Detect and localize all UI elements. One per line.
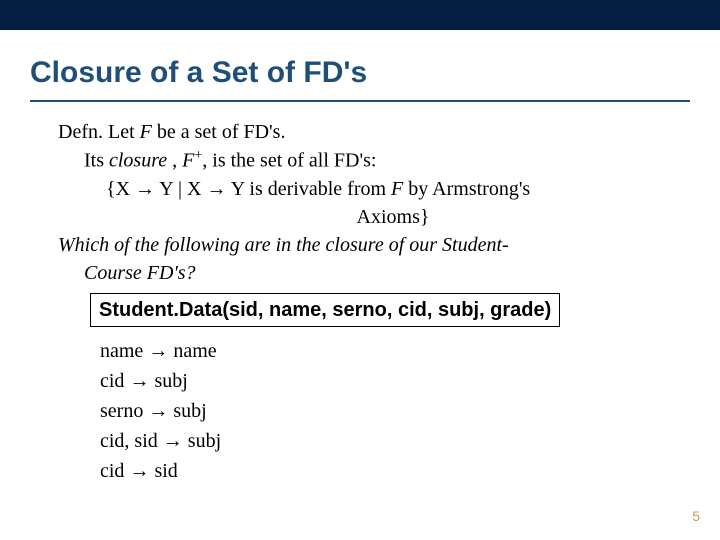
arrow-icon: → [148, 400, 168, 422]
fd-item: name → name [100, 337, 680, 365]
set-line-1: {X → Y | X → Y is derivable from F by Ar… [106, 175, 680, 203]
slide: Closure of a Set of FD's Defn. Let F be … [0, 0, 720, 540]
defn-prefix: Let [103, 121, 140, 143]
defn-suffix: be a set of FD's. [152, 121, 286, 143]
fd-item: cid → subj [100, 367, 680, 395]
definition-line: Defn. Let F be a set of FD's. [58, 118, 680, 146]
closure-word: closure [109, 150, 167, 172]
page-number: 5 [692, 508, 700, 524]
fd-item: cid, sid → subj [100, 427, 680, 455]
closure-prefix: Its [84, 150, 109, 172]
set-1c: Y is derivable from [226, 178, 391, 200]
question-line-2: Course FD's? [84, 259, 680, 287]
closure-line: Its closure , F+, is the set of all FD's… [84, 146, 680, 175]
title-underline [30, 100, 690, 102]
closure-suffix: , is the set of all FD's: [202, 150, 376, 172]
set-1a: {X [106, 178, 135, 200]
fd-rhs: subj [173, 400, 206, 422]
closure-F: F [182, 150, 194, 172]
set-line-2: Axioms} [106, 203, 680, 231]
fd-rhs: name [173, 340, 216, 362]
fd-rhs: subj [154, 370, 187, 392]
set-1d: F [391, 178, 403, 200]
question-line-1: Which of the following are in the closur… [58, 231, 680, 259]
slide-title: Closure of a Set of FD's [30, 56, 367, 90]
arrow-icon: → [129, 370, 149, 392]
defn-word: Defn. [58, 121, 103, 143]
schema-box: Student.Data(sid, name, serno, cid, subj… [90, 293, 560, 327]
fd-lhs: serno [100, 400, 143, 422]
fd-rhs: sid [154, 460, 177, 482]
arrow-icon: → [148, 340, 168, 362]
fd-lhs: cid [100, 460, 124, 482]
fd-rhs: subj [188, 430, 221, 452]
defn-F: F [140, 121, 152, 143]
arrow-icon: → [163, 430, 183, 452]
fd-lhs: cid [100, 370, 124, 392]
fd-lhs: name [100, 340, 143, 362]
arrow-1: → [135, 178, 155, 200]
arrow-icon: → [129, 460, 149, 482]
title-bar [0, 0, 720, 30]
fd-item: cid → sid [100, 457, 680, 485]
fd-lhs: cid, sid [100, 430, 158, 452]
slide-content: Defn. Let F be a set of FD's. Its closur… [58, 118, 680, 487]
fd-list: name → name cid → subj serno → subj cid,… [100, 337, 680, 485]
arrow-2: → [206, 178, 226, 200]
set-1e: by Armstrong's [403, 178, 530, 200]
fd-item: serno → subj [100, 397, 680, 425]
set-1b: Y | X [155, 178, 206, 200]
closure-mid: , [167, 150, 182, 172]
